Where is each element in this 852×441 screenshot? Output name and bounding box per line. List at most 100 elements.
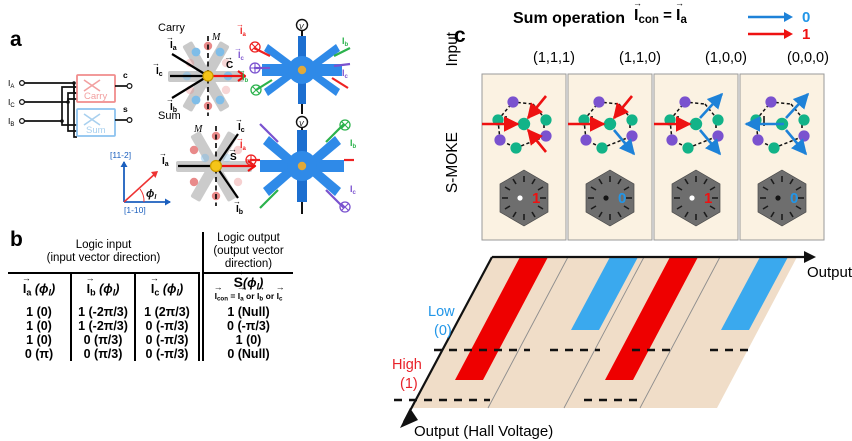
cell-Ib: 0 (π/3) xyxy=(71,347,136,362)
state-label-0: (1,1,1) xyxy=(533,50,575,66)
cell-Ia: 0 (π) xyxy=(8,347,72,362)
purple-dot xyxy=(798,130,810,142)
green-dot-center xyxy=(603,117,617,131)
blue-input-arrow xyxy=(699,129,721,156)
purple-dot xyxy=(765,96,777,108)
panel-c-title-equation: Icon = Ia xyxy=(633,0,687,26)
device-label-Ic: Ic xyxy=(238,50,245,62)
crystal-axis-horizontal: [1-10] xyxy=(124,205,146,215)
col-header-S: S(ϕI) Icon = Ia or Ib or Ic xyxy=(203,264,293,306)
carry-vector-label-b: Ib xyxy=(170,102,177,114)
cell-Ic: 0 (-π/3) xyxy=(135,347,200,362)
device-label-Ic2: Ic xyxy=(342,68,349,80)
voltmeter-label: V xyxy=(299,24,305,31)
red-input-arrow xyxy=(526,95,548,120)
panel-c-legend: 0 1 xyxy=(748,9,810,43)
smoke-hexagon xyxy=(499,169,549,227)
cell-Ia: 1 (0) xyxy=(8,319,72,334)
cell-S: 0 (-π/3) xyxy=(227,319,270,334)
arrow-accent-a: → xyxy=(166,33,174,42)
output-condition: Icon = Ia or Ib or Ic xyxy=(204,282,293,306)
green-dot-center xyxy=(689,117,703,131)
sum-device-label-Ib: Ib xyxy=(350,138,357,150)
sum-vector-label-b: Ib xyxy=(236,204,243,216)
arrow-accent-S: → xyxy=(228,144,237,154)
col-header-Ia: Ia (ϕI) xyxy=(8,272,72,306)
y-axis xyxy=(403,256,493,423)
blue-input-arrow xyxy=(785,129,807,156)
cell-Ic: 1 (2π/3) xyxy=(135,305,200,320)
panel-c-letter: c xyxy=(454,24,466,47)
carry-vector-label-c: Ic xyxy=(156,66,163,78)
smoke-hexagon xyxy=(585,169,635,227)
blue-input-arrow xyxy=(785,92,810,119)
arrow-accent-dev-c: → xyxy=(234,44,242,53)
purple-dot xyxy=(666,134,678,146)
y-axis-label: Output (Hall Voltage) xyxy=(414,423,553,440)
bar-high-2 xyxy=(605,257,698,380)
bar-high-0 xyxy=(455,257,548,380)
purple-dot xyxy=(626,130,638,142)
carry-cross-icon xyxy=(83,79,101,92)
cell-Ic: 0 (-π/3) xyxy=(135,319,200,334)
table-row: 0 (π) 0 (π/3) 0 (-π/3) 0 (Null) xyxy=(8,347,293,362)
low-label-line1: Low xyxy=(428,304,455,320)
current-source-icon-c xyxy=(249,62,261,74)
green-dot xyxy=(626,114,638,126)
carry-output-vector-label: C xyxy=(226,60,233,71)
legend-value-0: 0 xyxy=(802,9,810,26)
input-label-c: IC xyxy=(8,97,15,109)
arrow-accent-c: → xyxy=(152,59,160,68)
low-label-line2: (0) xyxy=(434,323,452,339)
arrow-accent-a2: → xyxy=(159,149,167,158)
purple-dot xyxy=(580,134,592,146)
arrow-accent-dev-b: → xyxy=(238,66,246,75)
arrow-accent-c2: → xyxy=(235,115,243,124)
row-label-smoke: S-MOKE xyxy=(444,132,461,194)
group-header-input: Logic input (input vector direction) xyxy=(8,232,199,274)
green-dot xyxy=(596,142,608,154)
device-label-Ib: Ib xyxy=(242,72,249,84)
state-cell-2: 1 xyxy=(653,73,739,241)
carry-vector-label-a: Ia xyxy=(170,40,177,52)
sum-device-label-Ic: Ic xyxy=(350,184,357,196)
state-label-2: (1,0,0) xyxy=(705,50,747,66)
purple-dot xyxy=(494,134,506,146)
green-dot xyxy=(798,114,810,126)
column-divider xyxy=(639,256,721,409)
wire-junction xyxy=(72,81,76,85)
row-label-input: Input xyxy=(444,32,461,67)
sum-output-vector-label: S xyxy=(230,152,237,163)
moke-readout-2: 1 xyxy=(704,190,712,207)
cell-S: 1 (Null) xyxy=(227,305,270,320)
state-cell-1: 0 xyxy=(567,73,653,241)
green-dot xyxy=(768,142,780,154)
col-header-Ib: Ib (ϕI) xyxy=(71,272,136,306)
wire-junction xyxy=(60,119,64,123)
logic-truth-table: Logic input (input vector direction) Log… xyxy=(8,232,293,437)
purple-dot xyxy=(752,134,764,146)
green-dot-center xyxy=(517,117,531,131)
input-label-a: IA xyxy=(8,78,14,90)
voltmeter-icon-2 xyxy=(295,115,309,129)
green-dot xyxy=(510,142,522,154)
sum-diagram-title: Sum xyxy=(158,110,181,122)
bar-low-3 xyxy=(721,257,788,330)
current-source-icon-a2 xyxy=(245,154,257,166)
output-hall-voltage-chart: Output clock Output (Hall Voltage) Low (… xyxy=(392,251,852,440)
table-row: 1 (0) 0 (π/3) 0 (-π/3) 1 (0) xyxy=(8,333,293,348)
state-label-3: (0,0,0) xyxy=(787,50,829,66)
input-terminal-a xyxy=(19,80,26,87)
smoke-hexagon xyxy=(757,169,807,227)
legend-value-1: 1 xyxy=(802,26,810,43)
input-terminal-c xyxy=(19,98,26,105)
high-label-line1: High xyxy=(392,357,422,373)
group-header-output: Logic output (output vector direction) xyxy=(203,232,293,274)
arrow-accent-dev-a: → xyxy=(236,20,244,29)
cell-Ib: 1 (-2π/3) xyxy=(71,319,136,334)
column-divider xyxy=(563,256,645,409)
wire-junction xyxy=(66,100,70,104)
high-label-line2: (1) xyxy=(400,376,418,392)
current-source-icon-a xyxy=(249,41,261,53)
cell-Ib: 0 (π/3) xyxy=(71,333,136,348)
